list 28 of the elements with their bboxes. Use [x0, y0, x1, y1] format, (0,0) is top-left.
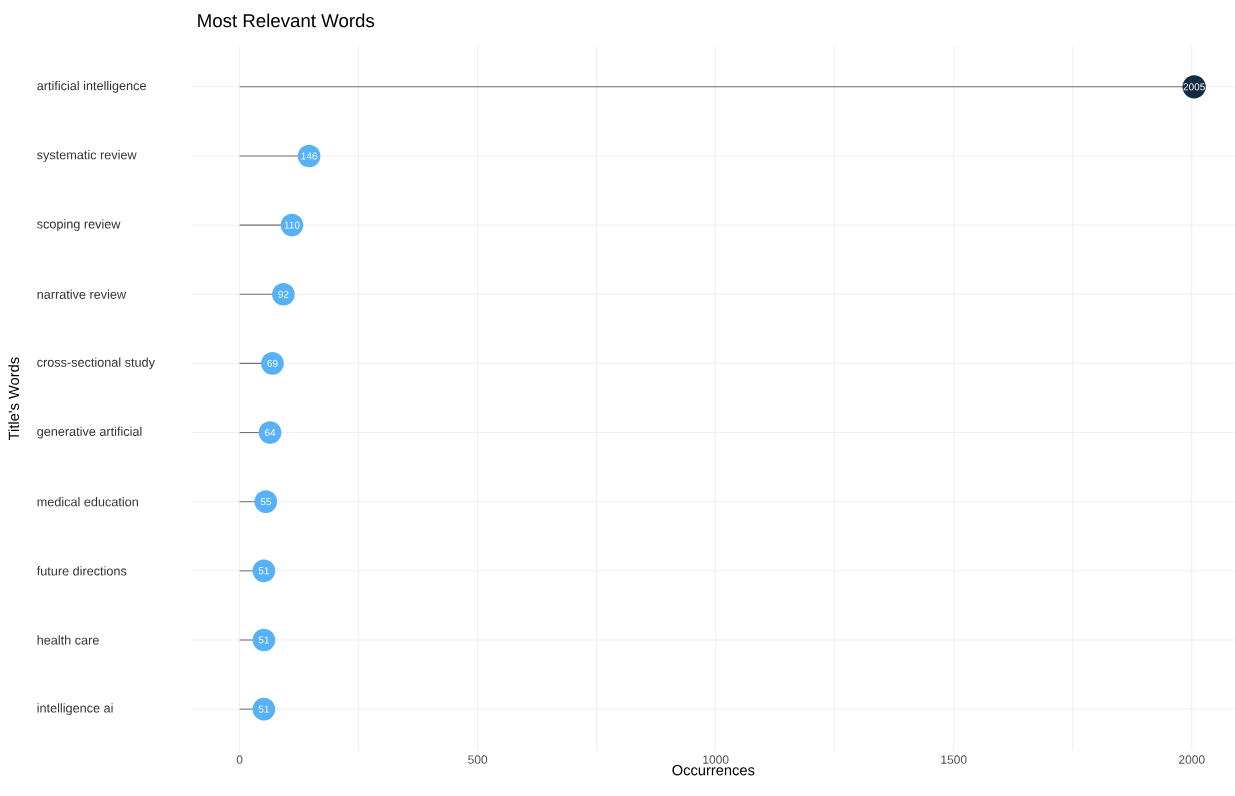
y-tick-label: cross-sectional study: [37, 357, 155, 370]
x-tick-label: 1500: [941, 755, 967, 764]
chart-title: Most Relevant Words: [198, 13, 375, 28]
y-tick-label: medical education: [37, 497, 138, 507]
data-label: 64: [265, 429, 276, 437]
y-tick-label: future directions: [36, 566, 127, 576]
data-label: 2005: [1183, 83, 1205, 91]
x-tick-label: 0: [236, 755, 243, 764]
data-label: 51: [258, 567, 269, 575]
data-label: 51: [258, 636, 269, 644]
data-label: 51: [258, 705, 269, 713]
y-tick-label: artificial intelligence: [37, 80, 146, 93]
data-label: 146: [301, 152, 318, 160]
y-tick-label: scoping review: [37, 219, 121, 232]
y-tick-label: health care: [37, 635, 99, 645]
y-tick-label: intelligence ai: [37, 703, 113, 716]
y-tick-label: narrative review: [37, 289, 127, 299]
y-tick-label: generative artificial: [37, 426, 142, 439]
y-axis-title: Title's Words: [8, 357, 20, 441]
data-label: 110: [284, 221, 300, 229]
data-label: 92: [278, 290, 289, 298]
x-tick-label: 2000: [1179, 755, 1205, 764]
x-axis-title: Occurrences: [672, 765, 755, 776]
y-tick-label: systematic review: [37, 150, 137, 162]
data-label: 55: [260, 498, 271, 506]
data-label: 69: [267, 359, 278, 367]
x-tick-label: 1000: [703, 755, 729, 764]
x-tick-label: 500: [468, 755, 488, 764]
